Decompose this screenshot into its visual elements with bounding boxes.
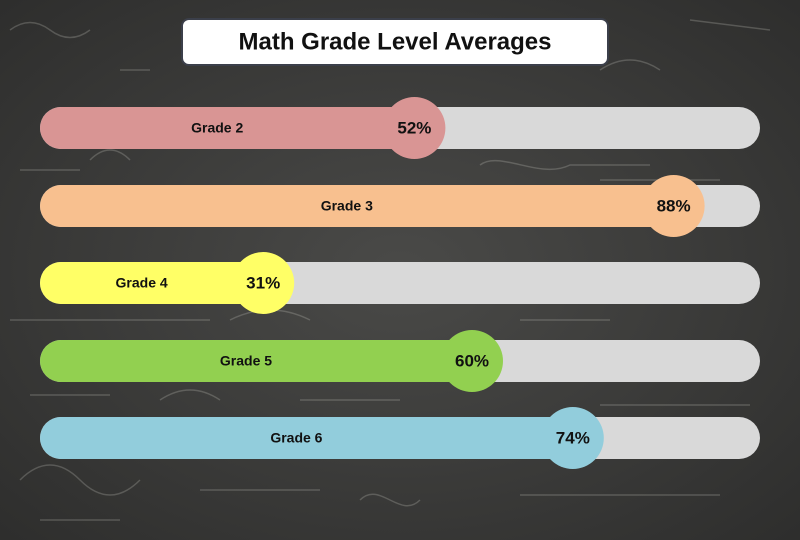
- value-label: 88%: [657, 196, 691, 215]
- value-bubble: [232, 252, 295, 314]
- category-label: Grade 6: [270, 430, 322, 446]
- value-bubble: [383, 97, 446, 159]
- value-label: 74%: [556, 428, 590, 447]
- category-label: Grade 5: [220, 353, 272, 369]
- value-bubble: [441, 330, 503, 392]
- bar: [40, 340, 472, 382]
- bar: [40, 185, 674, 227]
- category-label: Grade 3: [321, 198, 373, 214]
- value-label: 60%: [455, 351, 489, 370]
- bar: [40, 262, 264, 304]
- category-label: Grade 2: [191, 120, 243, 136]
- chart-title: Math Grade Level Averages: [238, 28, 551, 55]
- value-bubble: [642, 175, 705, 237]
- value-label: 31%: [246, 273, 280, 292]
- value-bubble: [541, 407, 604, 469]
- value-label: 52%: [397, 118, 431, 137]
- title-box: [181, 18, 609, 66]
- bar: [40, 417, 573, 459]
- bar: [40, 107, 415, 149]
- category-label: Grade 4: [116, 275, 168, 291]
